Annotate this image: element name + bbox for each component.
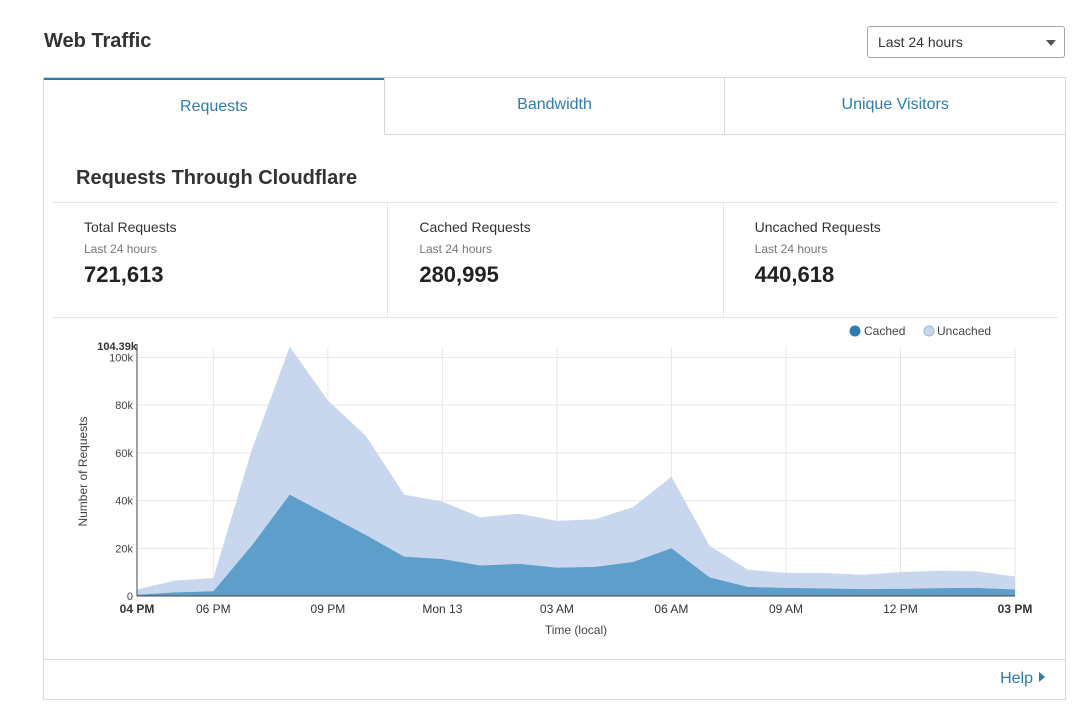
x-tick-label: 03 AM (540, 602, 574, 616)
tab-bandwidth[interactable]: Bandwidth (383, 78, 725, 135)
series-cached-area (137, 494, 1015, 596)
x-tick-label: 06 AM (654, 602, 688, 616)
x-tick-label: 04 PM (120, 602, 155, 616)
stat-value: 440,618 (754, 262, 835, 287)
time-range-select[interactable]: Last 24 hours (867, 26, 1065, 58)
stat-label: Cached Requests (419, 219, 531, 235)
caret-right-icon (1039, 672, 1045, 682)
legend-uncached-label: Uncached (937, 324, 991, 338)
x-axis-title: Time (local) (545, 623, 607, 637)
page-title: Web Traffic (44, 30, 152, 52)
stat-period: Last 24 hours (419, 242, 493, 256)
time-range-value: Last 24 hours (878, 34, 963, 50)
section-title: Requests Through Cloudflare (76, 167, 358, 189)
y-tick-label: 60k (115, 448, 133, 460)
legend-cached-marker (849, 325, 861, 337)
stats-row: Total Requests Last 24 hours 721,613 Cac… (53, 202, 1058, 318)
x-tick-label: 06 PM (196, 602, 231, 616)
stat-label: Total Requests (84, 219, 177, 235)
chevron-down-icon (1046, 40, 1056, 46)
stat-total-requests: Total Requests Last 24 hours 721,613 (53, 203, 387, 317)
y-tick-label: 100k (109, 352, 133, 364)
y-tick-label: 40k (115, 496, 133, 508)
stat-label: Uncached Requests (754, 219, 881, 235)
legend-cached-label: Cached (864, 324, 905, 338)
y-tick-label: 0 (127, 591, 133, 603)
series-uncached-area (137, 346, 1015, 595)
stat-uncached-requests: Uncached Requests Last 24 hours 440,618 (722, 203, 1058, 317)
x-tick-label: 12 PM (883, 602, 918, 616)
x-tick-label: Mon 13 (422, 602, 462, 616)
tab-requests[interactable]: Requests (44, 78, 384, 136)
stat-cached-requests: Cached Requests Last 24 hours 280,995 (387, 203, 722, 317)
stat-period: Last 24 hours (754, 242, 828, 256)
x-tick-label: 03 PM (998, 602, 1033, 616)
stat-period: Last 24 hours (84, 242, 157, 256)
traffic-card: Requests Bandwidth Unique Visitors Reque… (43, 77, 1066, 700)
x-tick-label: 09 AM (769, 602, 803, 616)
y-max-label: 104.39k (97, 341, 138, 353)
legend-uncached-marker (923, 325, 935, 337)
x-tick-label: 09 PM (311, 602, 346, 616)
help-label: Help (1000, 670, 1033, 687)
footer-divider (44, 659, 1065, 660)
y-axis-title: Number of Requests (76, 416, 90, 526)
tab-bar: Requests Bandwidth Unique Visitors (44, 78, 1066, 136)
tab-unique-visitors[interactable]: Unique Visitors (724, 78, 1066, 135)
y-tick-label: 80k (115, 400, 133, 412)
stat-value: 721,613 (84, 262, 164, 287)
stat-value: 280,995 (419, 262, 499, 287)
y-tick-label: 20k (115, 543, 133, 555)
help-link[interactable]: Help (1000, 670, 1045, 688)
